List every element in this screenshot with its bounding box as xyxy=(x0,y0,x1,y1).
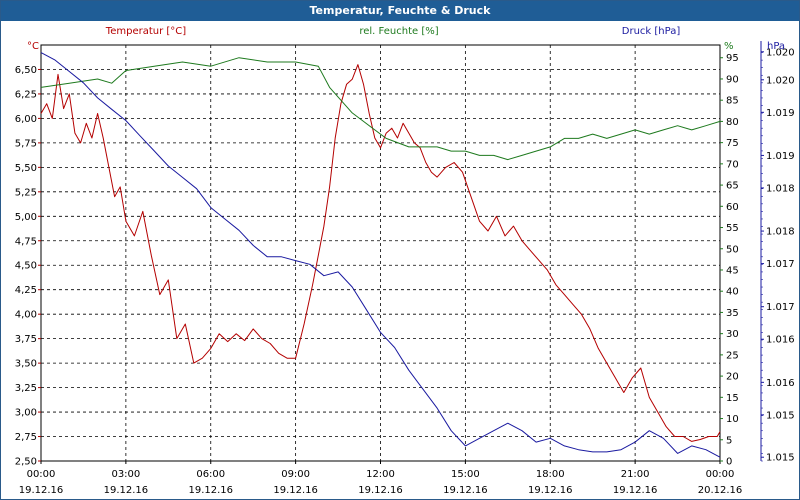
humidity-unit-label: % xyxy=(724,41,734,52)
pressure-tick-label: 1.018 xyxy=(766,227,795,238)
humidity-tick-label: 10 xyxy=(726,414,739,425)
x-tick-label-time: 06:00 xyxy=(196,469,225,480)
humidity-tick-label: 90 xyxy=(726,74,739,85)
x-tick-label-date: 19.12.16 xyxy=(188,485,233,496)
humidity-tick-label: 0 xyxy=(726,457,732,468)
temp-tick-label: 5,25 xyxy=(15,187,37,198)
humidity-tick-label: 20 xyxy=(726,372,739,383)
x-tick-label-date: 20.12.16 xyxy=(698,485,743,496)
humidity-tick-label: 30 xyxy=(726,329,739,340)
temp-tick-label: 2,50 xyxy=(15,457,37,468)
humidity-tick-label: 85 xyxy=(726,96,739,107)
humidity-tick-label: 5 xyxy=(726,435,732,446)
pressure-tick-label: 1.019 xyxy=(766,108,795,119)
x-tick-label-date: 19.12.16 xyxy=(104,485,149,496)
x-tick-label-time: 09:00 xyxy=(281,469,310,480)
pressure-tick-label: 1.015 xyxy=(766,410,795,421)
series-line-humidity xyxy=(40,57,721,161)
x-tick-label-time: 18:00 xyxy=(536,469,565,480)
x-tick-label-time: 03:00 xyxy=(111,469,140,480)
x-tick-label-time: 12:00 xyxy=(366,469,395,480)
temp-tick-label: 6,25 xyxy=(15,89,37,100)
temp-tick-label: 5,00 xyxy=(15,212,37,223)
humidity-tick-label: 65 xyxy=(726,181,739,192)
pressure-tick-label: 1.017 xyxy=(766,259,795,270)
temp-tick-label: 3,25 xyxy=(15,383,37,394)
humidity-tick-label: 95 xyxy=(726,53,739,64)
pressure-tick-label: 1.020 xyxy=(766,75,795,86)
pressure-unit-label: hPa xyxy=(767,41,785,52)
temp-tick-label: 5,50 xyxy=(15,163,37,174)
humidity-tick-label: 55 xyxy=(726,223,739,234)
pressure-tick-label: 1.015 xyxy=(766,453,795,464)
humidity-tick-label: 80 xyxy=(726,117,739,128)
humidity-tick-label: 70 xyxy=(726,159,739,170)
x-tick-label-date: 19.12.16 xyxy=(613,485,658,496)
series-lines xyxy=(40,52,721,458)
axis-labels: 2,50 2,75 3,00 3,25 3,50 3,75 4,00 4,25 4,50 4,75… xyxy=(15,26,795,496)
temp-unit-label: °C xyxy=(27,41,39,52)
temp-tick-label: 4,25 xyxy=(15,285,37,296)
temp-tick-label: 2,75 xyxy=(15,432,37,443)
plot-frame xyxy=(38,41,764,464)
humidity-axis-label: rel. Feuchte [%] xyxy=(359,26,438,37)
temp-tick-label: 5,75 xyxy=(15,138,37,149)
x-tick-label-time: 00:00 xyxy=(706,469,735,480)
pressure-tick-label: 1.019 xyxy=(766,151,795,162)
temp-axis-label: Temperatur [°C] xyxy=(105,26,186,37)
pressure-tick-label: 1.020 xyxy=(766,47,795,58)
temp-tick-label: 6,50 xyxy=(15,65,37,76)
series-line-pressure xyxy=(40,52,721,458)
temp-tick-label: 3,75 xyxy=(15,334,37,345)
grid xyxy=(41,45,720,461)
temp-tick-label: 4,50 xyxy=(15,261,37,272)
temp-tick-label: 4,00 xyxy=(15,310,37,321)
x-tick-label-time: 15:00 xyxy=(451,469,480,480)
x-tick-label-date: 19.12.16 xyxy=(528,485,573,496)
pressure-axis-label: Druck [hPa] xyxy=(622,26,681,37)
x-tick-label-date: 19.12.16 xyxy=(358,485,403,496)
humidity-tick-label: 40 xyxy=(726,287,739,298)
series-line-temperature xyxy=(40,64,721,442)
pressure-tick-label: 1.018 xyxy=(766,183,795,194)
humidity-tick-label: 45 xyxy=(726,265,739,276)
temp-tick-label: 3,00 xyxy=(15,408,37,419)
pressure-tick-label: 1.016 xyxy=(766,378,795,389)
pressure-tick-label: 1.017 xyxy=(766,302,795,313)
temp-tick-label: 6,00 xyxy=(15,114,37,125)
x-tick-label-time: 21:00 xyxy=(621,469,650,480)
window-title: Temperatur, Feuchte & Druck xyxy=(1,1,799,21)
temp-tick-label: 4,75 xyxy=(15,236,37,247)
pressure-tick-label: 1.016 xyxy=(766,335,795,346)
humidity-tick-label: 60 xyxy=(726,202,739,213)
humidity-tick-label: 35 xyxy=(726,308,739,319)
humidity-tick-label: 25 xyxy=(726,350,739,361)
humidity-tick-label: 50 xyxy=(726,244,739,255)
temp-tick-label: 3,50 xyxy=(15,359,37,370)
humidity-tick-label: 15 xyxy=(726,393,739,404)
x-tick-label-date: 19.12.16 xyxy=(273,485,318,496)
x-tick-label-time: 00:00 xyxy=(27,469,56,480)
x-tick-label-date: 19.12.16 xyxy=(443,485,488,496)
humidity-tick-label: 75 xyxy=(726,138,739,149)
x-tick-label-date: 19.12.16 xyxy=(19,485,64,496)
